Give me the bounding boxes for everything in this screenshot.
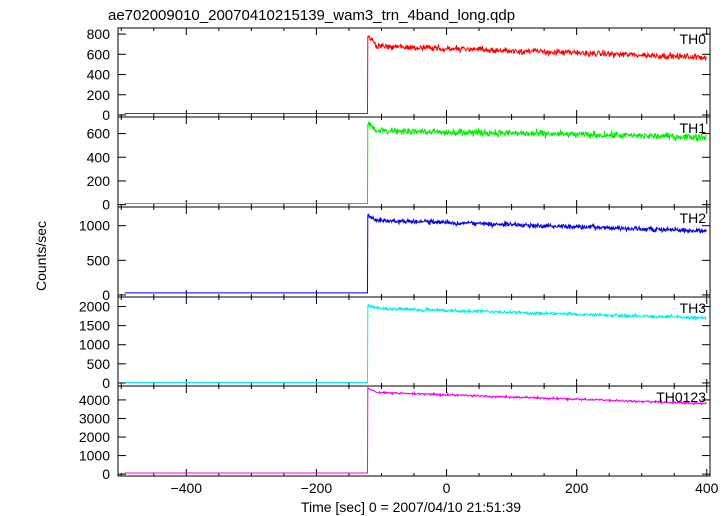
y-tick-label: 0 [102, 375, 110, 391]
y-tick-label: 600 [87, 126, 111, 142]
y-tick-label: 1000 [79, 448, 110, 464]
panel-th2: 0 500 1000 TH2 [79, 206, 711, 303]
x-tick-label: −400 [171, 480, 203, 496]
y-tick-label: 0 [102, 107, 110, 123]
y-tick-label: 0 [102, 287, 110, 303]
y-tick-label: 200 [87, 173, 111, 189]
panel-th0123: 0 1000 2000 3000 4000 TH0123 [79, 385, 711, 482]
y-tick-label: 500 [87, 356, 111, 372]
y-tick-label: 400 [87, 149, 111, 165]
y-tick-label: 2000 [79, 429, 110, 445]
y-tick-label: 500 [87, 252, 111, 268]
panel-label: TH2 [680, 210, 707, 226]
chart-title: ae702009010_20070410215139_wam3_trn_4ban… [108, 7, 515, 24]
x-tick-label: 0 [443, 480, 451, 496]
panel-th0: 0 200 400 600 800 TH0 [87, 26, 711, 123]
y-tick-label: 600 [87, 46, 111, 62]
x-tick-label: 200 [565, 480, 589, 496]
panel-th1: 0 200 400 600 TH1 [87, 116, 711, 213]
series-line-th0 [124, 35, 707, 114]
series-line-th2 [124, 212, 707, 294]
panel-frame [117, 27, 711, 118]
panel-label: TH0 [680, 31, 707, 47]
panel-label: TH0123 [656, 389, 706, 405]
y-tick-label: 0 [102, 466, 110, 482]
y-tick-label: 200 [87, 87, 111, 103]
y-tick-label: 1500 [79, 318, 110, 334]
y-tick-label: 800 [87, 26, 111, 42]
panels-group: 0 200 400 600 800 TH0 0 200 400 600 TH1 0 500 1000 TH2… [79, 26, 719, 496]
x-tick-label: 400 [695, 480, 719, 496]
y-tick-label: 400 [87, 67, 111, 83]
y-tick-label: 1000 [79, 218, 110, 234]
y-tick-label: 0 [102, 197, 110, 213]
y-tick-label: 2000 [79, 299, 110, 315]
panel-label: TH3 [680, 300, 707, 316]
series-line-th1 [124, 121, 707, 204]
y-tick-label: 1000 [79, 337, 110, 353]
panel-th3: 0 500 1000 1500 2000 TH3 [79, 296, 711, 391]
x-tick-label: −200 [301, 480, 333, 496]
panel-frame [117, 385, 711, 477]
panel-label: TH1 [680, 120, 707, 136]
y-tick-label: 3000 [79, 410, 110, 426]
series-line-th3 [124, 303, 707, 384]
series-line-th0123 [124, 386, 707, 474]
y-tick-label: 4000 [79, 392, 110, 408]
y-axis-label: Counts/sec [33, 221, 49, 291]
x-axis-label: Time [sec] 0 = 2007/04/10 21:51:39 [301, 499, 521, 515]
